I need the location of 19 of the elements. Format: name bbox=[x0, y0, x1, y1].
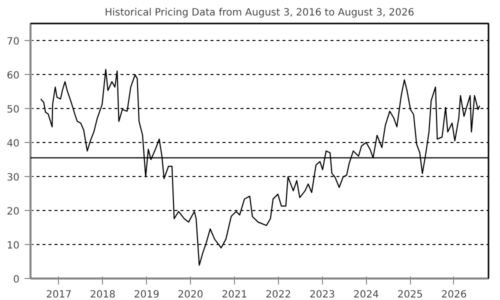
x-tick-label: 2021 bbox=[222, 290, 248, 300]
y-tick-label: 10 bbox=[6, 240, 20, 252]
x-tick-label: 2024 bbox=[353, 290, 379, 300]
x-tick-label: 2026 bbox=[441, 290, 467, 300]
y-tick-label: 0 bbox=[13, 274, 20, 286]
x-tick-label: 2017 bbox=[46, 290, 72, 300]
x-tick-label: 2019 bbox=[134, 290, 160, 300]
y-tick-label: 30 bbox=[6, 172, 20, 184]
x-tick-label: 2022 bbox=[266, 290, 292, 300]
y-tick-label: 40 bbox=[6, 138, 20, 150]
x-tick-label: 2020 bbox=[178, 290, 204, 300]
y-tick-label: 70 bbox=[6, 36, 20, 48]
x-tick-label: 2025 bbox=[397, 290, 423, 300]
x-tick-label: 2023 bbox=[310, 290, 335, 300]
y-tick-label: 60 bbox=[6, 70, 20, 82]
y-tick-label: 50 bbox=[6, 104, 20, 116]
chart-title: Historical Pricing Data from August 3, 2016 to August 3, 2026 bbox=[104, 8, 414, 18]
y-tick-label: 20 bbox=[6, 206, 20, 218]
x-tick-label: 2018 bbox=[90, 290, 116, 300]
